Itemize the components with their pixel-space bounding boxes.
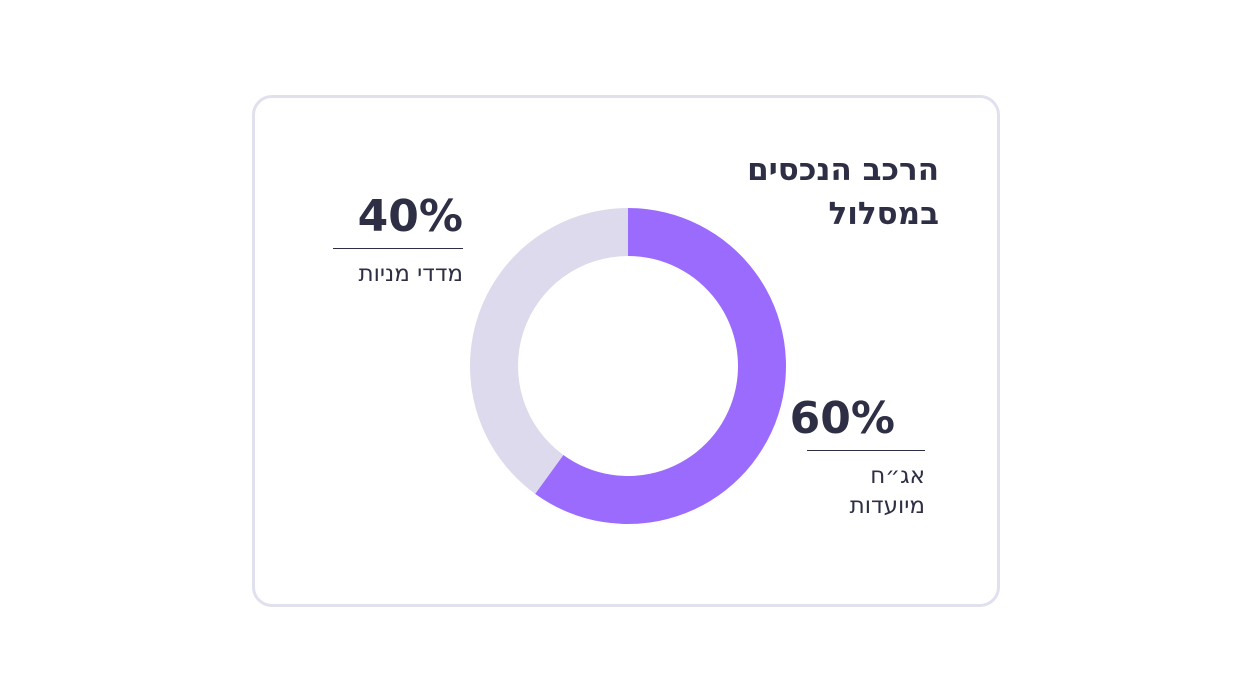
equities-label-line-1: מדדי מניות	[358, 261, 463, 287]
equities-callout: 40% מדדי מניות	[333, 192, 463, 289]
chart-title-line-1: הרכב הנכסים	[747, 152, 939, 188]
equities-percentage: 40%	[333, 192, 463, 249]
equities-label: מדדי מניות	[333, 259, 463, 289]
chart-title-line-2: במסלול	[828, 196, 939, 232]
bonds-percentage: 60%	[790, 394, 925, 451]
chart-title: הרכב הנכסים במסלול	[639, 148, 939, 236]
bonds-label-line-2: מיועדות	[849, 493, 925, 519]
bonds-callout: 60% אג״ח מיועדות	[790, 394, 925, 521]
bonds-label: אג״ח מיועדות	[807, 461, 925, 521]
bonds-label-line-1: אג״ח	[870, 463, 925, 489]
asset-allocation-card: הרכב הנכסים במסלול 40% מדדי מניות 60% אג…	[252, 95, 1000, 607]
donut-slice-bonds	[535, 208, 786, 524]
donut-slice-equities	[470, 208, 628, 494]
donut-chart	[470, 208, 786, 524]
